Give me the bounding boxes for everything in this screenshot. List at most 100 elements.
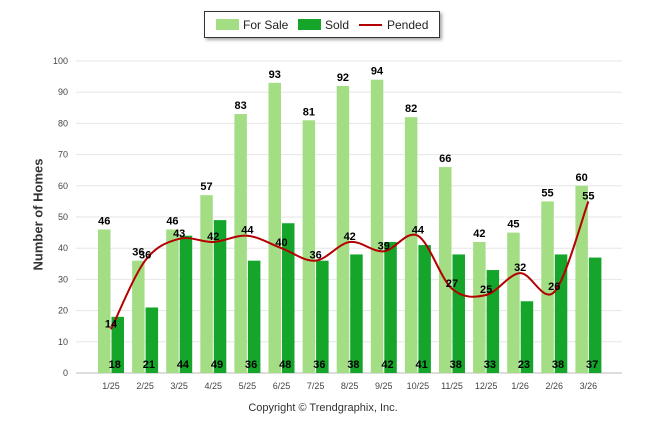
legend-label-for-sale: For Sale: [243, 17, 289, 32]
for-sale-value-label: 57: [200, 181, 212, 193]
legend-label-pended: Pended: [387, 17, 429, 32]
sold-bar: [520, 301, 534, 373]
for-sale-bar: [98, 229, 111, 373]
for-sale-bar: [132, 260, 145, 373]
sold-value-label: 33: [484, 359, 496, 371]
legend: For Sale Sold Pended: [204, 11, 440, 38]
x-tick-label: 5/25: [239, 381, 257, 391]
sold-value-label: 37: [586, 359, 598, 371]
y-tick-label: 70: [58, 150, 68, 160]
pended-value-label: 44: [241, 225, 254, 237]
for-sale-swatch: [216, 19, 239, 30]
pended-value-label: 26: [548, 281, 560, 293]
sold-bar: [179, 235, 193, 373]
y-axis-ticks: 0 10 20 30 40 50 60 70 80 90 100: [53, 56, 68, 378]
y-tick-label: 0: [63, 368, 68, 378]
x-tick-label: 3/26: [580, 381, 598, 391]
x-tick-label: 10/25: [407, 381, 430, 391]
sold-bar: [145, 307, 159, 373]
sold-value-label: 38: [347, 359, 359, 371]
copyright-text: Copyright © Trendgraphix, Inc.: [248, 402, 398, 414]
for-sale-bar: [439, 167, 452, 373]
sold-bar: [588, 257, 602, 373]
sold-value-label: 44: [177, 359, 190, 371]
x-tick-label: 3/25: [170, 381, 188, 391]
sold-bar: [384, 241, 397, 373]
bar-series: [98, 79, 602, 374]
for-sale-value-label: 45: [507, 219, 519, 231]
for-sale-bar: [404, 117, 418, 373]
x-tick-label: 8/25: [341, 381, 359, 391]
for-sale-value-label: 46: [98, 215, 110, 227]
for-sale-value-label: 92: [337, 72, 349, 84]
y-tick-label: 80: [58, 118, 68, 128]
for-sale-bar: [200, 195, 213, 373]
for-sale-value-label: 66: [439, 153, 451, 165]
sold-bar: [213, 220, 227, 373]
y-axis-label: Number of Homes: [30, 158, 46, 271]
pended-value-label: 39: [378, 240, 390, 252]
x-tick-label: 1/26: [511, 381, 529, 391]
y-tick-label: 60: [58, 181, 68, 191]
sold-bar: [282, 223, 295, 373]
for-sale-bar: [541, 201, 554, 373]
for-sale-value-label: 60: [576, 172, 588, 184]
pended-value-label: 42: [344, 231, 356, 243]
sold-value-label: 38: [450, 359, 462, 371]
y-tick-label: 10: [58, 337, 68, 347]
sold-swatch: [298, 19, 321, 30]
sold-value-label: 36: [245, 359, 257, 371]
pended-value-label: 36: [309, 250, 321, 262]
pended-value-label: 40: [275, 237, 287, 249]
x-tick-label: 9/25: [375, 381, 393, 391]
sold-value-label: 42: [381, 359, 393, 371]
for-sale-bar: [575, 185, 588, 373]
sold-bar: [247, 260, 261, 373]
sold-bar: [418, 245, 431, 373]
x-tick-label: 2/25: [136, 381, 154, 391]
for-sale-value-label: 93: [269, 69, 281, 81]
x-tick-label: 6/25: [273, 381, 291, 391]
sold-value-label: 49: [211, 359, 223, 371]
legend-item-pended[interactable]: Pended: [359, 12, 428, 37]
sold-value-label: 36: [313, 359, 325, 371]
sold-bar: [316, 260, 329, 373]
y-tick-label: 20: [58, 306, 68, 316]
y-tick-label: 90: [58, 87, 68, 97]
y-tick-label: 30: [58, 274, 68, 284]
y-tick-label: 100: [53, 56, 68, 66]
legend-label-sold: Sold: [325, 17, 350, 32]
pended-value-label: 42: [207, 231, 219, 243]
y-tick-label: 50: [58, 212, 68, 222]
pended-value-label: 55: [582, 190, 594, 202]
for-sale-bar: [473, 241, 486, 373]
data-labels: 46 36 46 57 83 93 81 92 94 82 66 42 45 55 60 18 21 44 49 36…: [98, 66, 598, 371]
for-sale-value-label: 42: [473, 228, 485, 240]
pended-line: [110, 201, 590, 330]
x-tick-label: 11/25: [441, 381, 463, 391]
pended-value-label: 25: [480, 284, 492, 296]
legend-item-sold[interactable]: Sold: [298, 12, 349, 37]
for-sale-bar: [336, 85, 350, 374]
pended-swatch: [359, 23, 382, 26]
for-sale-bar: [370, 79, 384, 373]
for-sale-value-label: 82: [405, 103, 417, 115]
sold-bar: [554, 254, 568, 373]
sold-bar: [486, 270, 500, 373]
x-axis-ticks: 1/25 2/25 3/25 4/25 5/25 6/25 7/25 8/25 9/25 10/2…: [102, 381, 597, 391]
sold-bar: [111, 316, 124, 373]
sold-value-label: 41: [416, 359, 428, 371]
for-sale-bar: [234, 114, 247, 373]
for-sale-value-label: 55: [541, 187, 553, 199]
legend-item-for-sale[interactable]: For Sale: [216, 12, 288, 37]
pended-line-series: [110, 201, 590, 330]
pended-value-label: 27: [446, 278, 458, 290]
sold-bar: [452, 254, 465, 373]
pended-value-label: 32: [514, 262, 526, 274]
sold-value-label: 48: [279, 359, 291, 371]
sold-value-label: 23: [518, 359, 530, 371]
for-sale-value-label: 81: [303, 106, 315, 118]
for-sale-value-label: 46: [166, 215, 178, 227]
x-tick-label: 4/25: [205, 381, 223, 391]
